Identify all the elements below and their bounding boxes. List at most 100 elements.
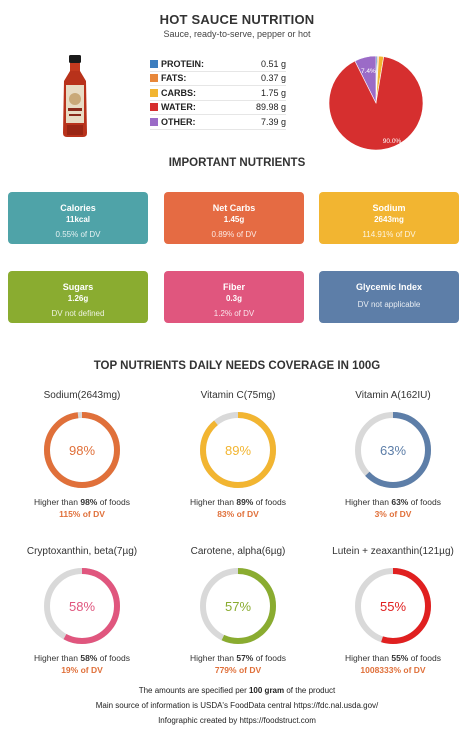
box-value: 11kcal xyxy=(65,215,91,224)
higher-than-text: Higher than 89% of foods xyxy=(164,497,312,507)
coverage-ring: 55% xyxy=(355,568,431,644)
higher-suffix: of foods xyxy=(97,653,130,663)
box-dv: 0.89% of DV xyxy=(211,230,257,239)
higher-than-text: Higher than 63% of foods xyxy=(319,497,467,507)
sodium-box: Sodium 2643mg 114.91% of DV xyxy=(319,192,459,244)
box-dv: 114.91% of DV xyxy=(362,230,416,239)
ring-percent-label: 58% xyxy=(69,599,95,614)
macro-value: 0.37 g xyxy=(260,73,286,84)
coverage-ring: 98% xyxy=(44,412,120,488)
higher-suffix: of foods xyxy=(408,497,441,507)
daily-value-text: 1008333% of DV xyxy=(360,665,426,675)
macro-value: 7.39 g xyxy=(260,116,286,127)
higher-percent: 89% xyxy=(236,497,254,507)
nutrient-coverage-5: Lutein + zeaxanthin(121µg) 55% Higher than… xyxy=(319,546,467,675)
box-title: Fiber xyxy=(222,282,245,292)
higher-percent: 63% xyxy=(391,497,409,507)
box-dv: DV not defined xyxy=(51,309,105,318)
box-title: Net Carbs xyxy=(212,203,256,213)
daily-value-text: 19% of DV xyxy=(61,665,103,675)
nutrient-name: Cryptoxanthin, beta(7µg) xyxy=(26,546,138,557)
higher-prefix: Higher than xyxy=(190,653,237,663)
page-title: HOT SAUCE NUTRITION xyxy=(159,12,315,27)
macronutrient-pie-chart: 90.0% 7.4% xyxy=(328,55,424,151)
pie-label-water: 90.0% xyxy=(383,138,402,145)
fiber-box: Fiber 0.3g 1.2% of DV xyxy=(164,271,304,323)
macro-row-carbs: CARBS: 1.75 g xyxy=(150,86,286,101)
box-title: Sodium xyxy=(372,203,406,213)
higher-prefix: Higher than xyxy=(190,497,237,507)
macronutrient-table: PROTEIN: 0.51 g FATS: 0.37 g CARBS: 1.75… xyxy=(150,57,286,130)
coverage-ring: 57% xyxy=(200,568,276,644)
ring-percent-label: 98% xyxy=(69,443,95,458)
macro-row-protein: PROTEIN: 0.51 g xyxy=(150,57,286,72)
higher-percent: 57% xyxy=(236,653,254,663)
ring-progress xyxy=(200,568,276,644)
macro-value: 89.98 g xyxy=(255,102,286,113)
footer-text: The amounts are specified per xyxy=(138,686,249,695)
higher-suffix: of foods xyxy=(253,497,286,507)
hot-sauce-bottle-image xyxy=(63,55,87,137)
higher-suffix: of foods xyxy=(408,653,441,663)
higher-suffix: of foods xyxy=(97,497,130,507)
fats-swatch xyxy=(150,74,158,83)
nutrient-coverage-3: Cryptoxanthin, beta(7µg) 58% Higher than 5… xyxy=(8,546,156,675)
net-carbs-box: Net Carbs 1.45g 0.89% of DV xyxy=(164,192,304,244)
higher-prefix: Higher than xyxy=(345,653,392,663)
nutrient-name: Vitamin C(75mg) xyxy=(200,390,276,401)
ring-percent-label: 57% xyxy=(225,599,251,614)
box-value: 2643mg xyxy=(374,215,404,224)
glycemic-index-box: Glycemic Index DV not applicable xyxy=(319,271,459,323)
ring-progress xyxy=(44,568,120,644)
other-swatch xyxy=(150,117,158,126)
box-title: Sugars xyxy=(62,282,94,292)
pie-slice-other xyxy=(354,55,377,104)
macro-row-fats: FATS: 0.37 g xyxy=(150,72,286,86)
sugars-box: Sugars 1.26g DV not defined xyxy=(8,271,148,323)
ring-progress xyxy=(200,412,276,488)
macro-label: CARBS: xyxy=(161,87,196,98)
higher-than-text: Higher than 55% of foods xyxy=(319,653,467,663)
macro-value: 0.51 g xyxy=(260,58,286,69)
macro-row-water: WATER: 89.98 g xyxy=(150,101,286,115)
daily-value-text: 3% of DV xyxy=(374,509,412,519)
coverage-ring: 89% xyxy=(200,412,276,488)
carbs-swatch xyxy=(150,88,158,97)
coverage-ring: 58% xyxy=(44,568,120,644)
protein-swatch xyxy=(150,59,158,68)
macro-label: OTHER: xyxy=(161,116,196,127)
higher-percent: 58% xyxy=(80,653,98,663)
higher-percent: 98% xyxy=(80,497,98,507)
box-value: 1.45g xyxy=(223,215,245,224)
box-title: Calories xyxy=(60,203,96,213)
pie-slice-water xyxy=(328,56,424,151)
pie-label-other: 7.4% xyxy=(361,68,376,75)
nutrient-name: Lutein + zeaxanthin(121µg) xyxy=(332,546,454,557)
top-nutrients-title: TOP NUTRIENTS DAILY NEEDS COVERAGE IN 10… xyxy=(93,360,381,372)
footer-source: Main source of information is USDA's Foo… xyxy=(95,701,379,710)
higher-percent: 55% xyxy=(391,653,409,663)
higher-prefix: Higher than xyxy=(34,653,81,663)
higher-than-text: Higher than 98% of foods xyxy=(8,497,156,507)
box-title: Glycemic Index xyxy=(355,282,423,292)
higher-than-text: Higher than 58% of foods xyxy=(8,653,156,663)
nutrient-coverage-0: Sodium(2643mg) 98% Higher than 98% of food… xyxy=(8,390,156,519)
daily-value-text: 83% of DV xyxy=(217,509,259,519)
ring-percent-label: 55% xyxy=(380,599,406,614)
footer-bold-text: 100 gram xyxy=(248,686,285,695)
daily-value-text: 779% of DV xyxy=(214,665,262,675)
coverage-ring: 63% xyxy=(355,412,431,488)
higher-suffix: of foods xyxy=(253,653,286,663)
box-value: 0.3g xyxy=(225,294,242,303)
box-value: 1.26g xyxy=(67,294,89,303)
box-dv: DV not applicable xyxy=(357,300,421,309)
footer-amount-note: The amounts are specified per 100 gram o… xyxy=(0,686,474,695)
nutrient-coverage-4: Carotene, alpha(6µg) 57% Higher than 57% o… xyxy=(164,546,312,675)
footer-text: of the product xyxy=(284,686,336,695)
macro-label: PROTEIN: xyxy=(161,58,205,69)
box-dv: 1.2% of DV xyxy=(213,309,255,318)
ring-percent-label: 89% xyxy=(225,443,251,458)
macro-row-other: OTHER: 7.39 g xyxy=(150,115,286,130)
nutrient-name: Carotene, alpha(6µg) xyxy=(190,546,286,557)
ring-percent-label: 63% xyxy=(380,443,406,458)
